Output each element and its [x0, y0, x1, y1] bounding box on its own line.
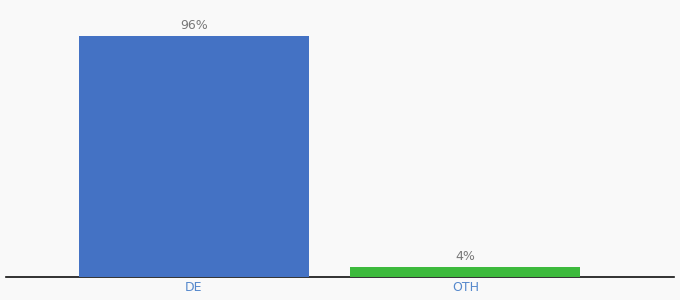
Bar: [350, 266, 581, 277]
Text: 96%: 96%: [180, 19, 207, 32]
Bar: [79, 36, 309, 277]
Text: 4%: 4%: [456, 250, 475, 263]
